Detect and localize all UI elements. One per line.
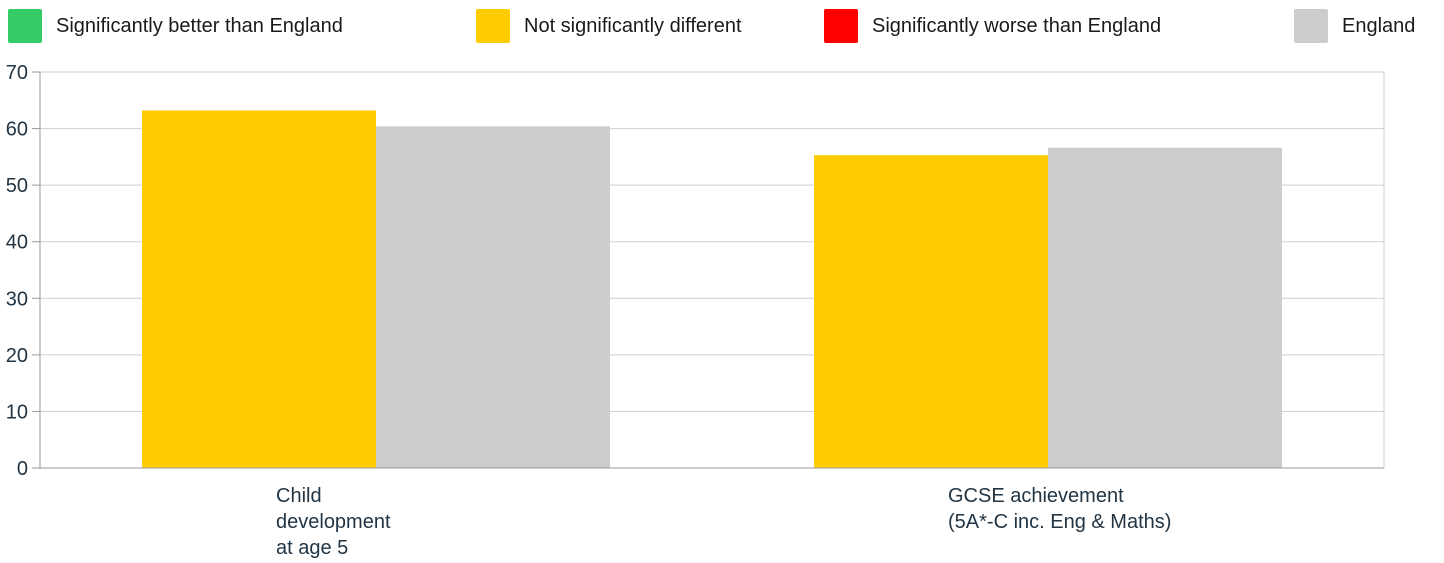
legend-item-worse: Significantly worse than England <box>824 8 1161 44</box>
y-tick-label: 20 <box>6 345 28 367</box>
legend-swatch-worse <box>824 9 858 43</box>
legend-item-england: England <box>1294 8 1415 44</box>
bar-area-0 <box>142 110 376 469</box>
legend-item-better: Significantly better than England <box>8 8 343 44</box>
y-tick-label: 30 <box>6 288 28 310</box>
x-category-label: GCSE achievement <box>948 485 1124 507</box>
legend-item-not-different: Not significantly different <box>476 8 742 44</box>
bar-england-1 <box>1048 147 1282 468</box>
bar-area-1 <box>814 155 1048 468</box>
legend-label-england: England <box>1342 14 1416 37</box>
x-category-label: development <box>276 511 391 533</box>
y-tick-label: 70 <box>6 62 28 84</box>
y-tick-label: 0 <box>17 458 28 480</box>
legend-swatch-england <box>1294 9 1328 43</box>
y-tick-label: 50 <box>6 175 28 197</box>
legend-swatch-not-different <box>476 9 510 43</box>
legend-label-not-different: Not significantly different <box>524 14 742 37</box>
bar-england-0 <box>376 126 610 469</box>
x-category-label: at age 5 <box>276 537 348 559</box>
y-tick-label: 10 <box>6 401 28 423</box>
x-category-label: Child <box>276 485 322 507</box>
legend-swatch-better <box>8 9 42 43</box>
x-category-label: (5A*-C inc. Eng & Maths) <box>948 511 1171 533</box>
y-tick-label: 60 <box>6 119 28 141</box>
legend-label-better: Significantly better than England <box>56 14 343 37</box>
chart-legend: Significantly better than England Not si… <box>0 0 1444 50</box>
legend-label-worse: Significantly worse than England <box>872 14 1162 37</box>
y-tick-label: 40 <box>6 232 28 254</box>
